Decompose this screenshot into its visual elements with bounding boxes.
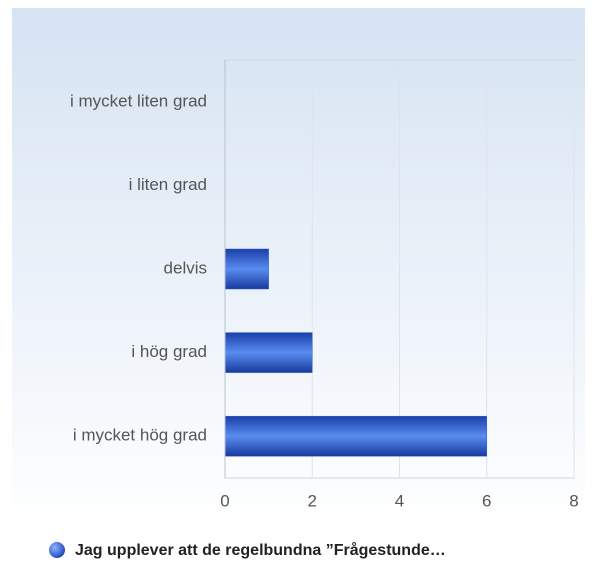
x-tick-label: 2	[308, 491, 317, 510]
legend-marker	[49, 542, 65, 558]
x-tick-label: 8	[569, 491, 578, 510]
x-tick-label: 6	[482, 491, 491, 510]
x-tick-label: 4	[395, 491, 404, 510]
bar	[224, 332, 313, 373]
y-tick-label: i mycket hög grad	[73, 426, 207, 445]
bar	[224, 248, 269, 290]
y-tick-label: i mycket liten grad	[70, 91, 207, 110]
bar	[224, 415, 487, 457]
y-tick-label: i liten grad	[129, 175, 207, 194]
y-tick-label: i hög grad	[131, 342, 207, 361]
legend-label: Jag upplever att de regelbundna ”Frågest…	[75, 541, 446, 559]
y-tick-label: delvis	[164, 258, 207, 277]
x-tick-label: 0	[220, 491, 229, 510]
